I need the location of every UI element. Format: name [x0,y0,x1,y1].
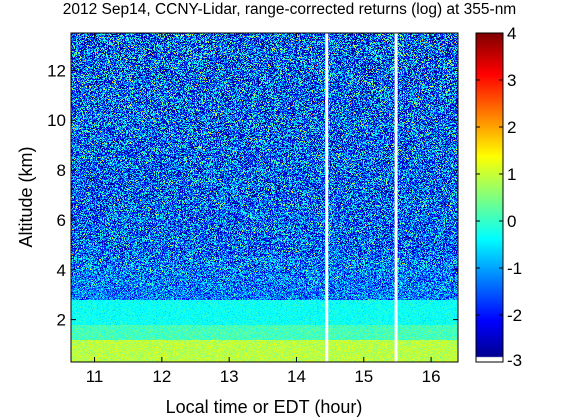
chart-title: 2012 Sep14, CCNY-Lidar, range-corrected … [62,1,517,18]
data-gap-2 [394,33,398,362]
data-gaps [325,33,398,362]
y-axis-label: Altitude (km) [16,146,36,247]
lidar-heatmap [71,33,458,362]
colorbar-tick-label: -1 [507,259,522,278]
colorbar-tick-label: 3 [507,71,516,90]
y-tick-label: 2 [57,311,66,330]
x-tick-label: 11 [86,367,104,386]
x-axis-label: Local time or EDT (hour) [166,397,363,417]
y-axis-ticks: 2 4 6 8 10 12 [47,61,458,330]
y-tick-label: 8 [57,161,66,180]
colorbar-tick-label: 1 [507,165,516,184]
colorbar-tick-label: -3 [507,351,522,370]
x-tick-label: 12 [152,367,171,386]
x-tick-label: 15 [354,367,373,386]
y-tick-label: 6 [57,211,66,230]
colorbar-tick-label: -2 [507,306,522,325]
x-axis-ticks: 11 12 13 14 15 16 [86,33,441,386]
x-tick-label: 16 [422,367,441,386]
x-tick-label: 13 [220,367,239,386]
colorbar-gradient [476,33,503,362]
data-gap-1 [325,33,329,362]
colorbar-ticks: -3 -2 -1 0 1 2 3 4 [476,24,522,370]
y-tick-label: 10 [47,111,66,130]
colorbar-tick-label: 4 [507,24,516,43]
colorbar-tick-label: 0 [507,212,516,231]
colorbar-tick-label: 2 [507,118,516,137]
plot-frame [70,32,459,363]
y-tick-label: 12 [47,61,66,80]
colorbar-frame [475,32,504,363]
x-tick-label: 14 [287,367,306,386]
y-tick-label: 4 [57,261,66,280]
